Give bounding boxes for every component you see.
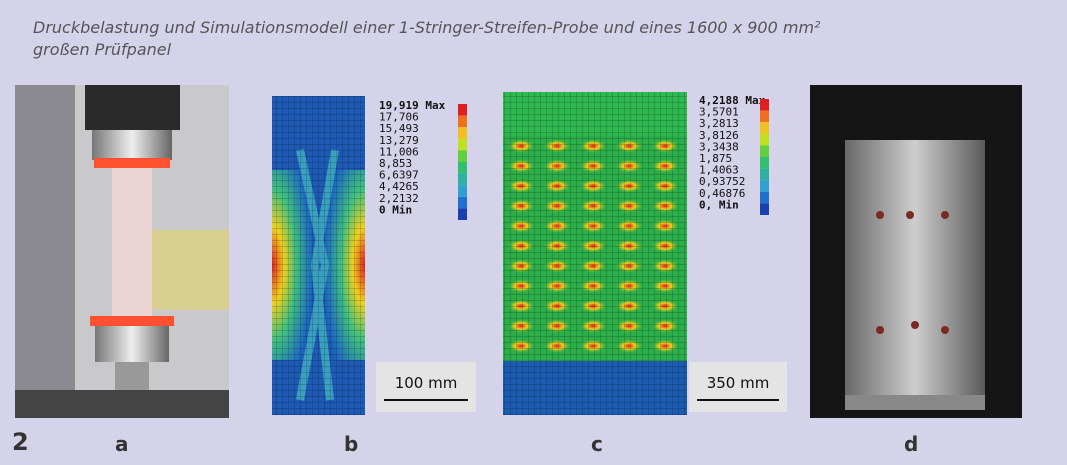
legend-swatch: [458, 150, 467, 162]
panel-label: b: [344, 432, 358, 456]
figure-page: Druckbelastung und Simulationsmodell ein…: [0, 0, 1067, 465]
legend-value: 0, Min: [699, 198, 739, 211]
legend-swatch: [458, 162, 467, 174]
legend-swatch: [458, 139, 467, 151]
legend-swatch: [458, 185, 467, 197]
legend-swatch: [458, 104, 467, 116]
scale-label: 100 mm: [395, 374, 458, 392]
simulation-panel: [503, 92, 787, 415]
legend-swatch: [760, 145, 769, 157]
photo-test-machine: [15, 85, 229, 418]
legend-swatch: [458, 127, 467, 139]
legend-swatch: [760, 203, 769, 215]
legend-swatch: [760, 180, 769, 192]
scale-label: 350 mm: [707, 374, 770, 392]
legend-swatch: [760, 122, 769, 134]
legend-swatch: [760, 111, 769, 123]
legend-swatch: [458, 208, 467, 220]
photo-test-panel: [810, 85, 1022, 418]
legend-swatch: [760, 169, 769, 181]
legend-swatch: [458, 174, 467, 186]
figure-images: 19,919 Max17,70615,49313,27911,0068,8536…: [0, 0, 1067, 425]
legend-swatch: [760, 99, 769, 111]
legend-swatch: [760, 192, 769, 204]
legend-swatch: [760, 134, 769, 146]
legend-swatch: [760, 157, 769, 169]
panel-label: a: [115, 432, 129, 456]
simulation-strip: [272, 96, 476, 415]
panel-label: c: [591, 432, 603, 456]
legend-value: 0 Min: [379, 203, 412, 216]
panel-label: d: [904, 432, 918, 456]
figure-number: 2: [12, 428, 29, 456]
legend-swatch: [458, 116, 467, 128]
legend-swatch: [458, 197, 467, 209]
